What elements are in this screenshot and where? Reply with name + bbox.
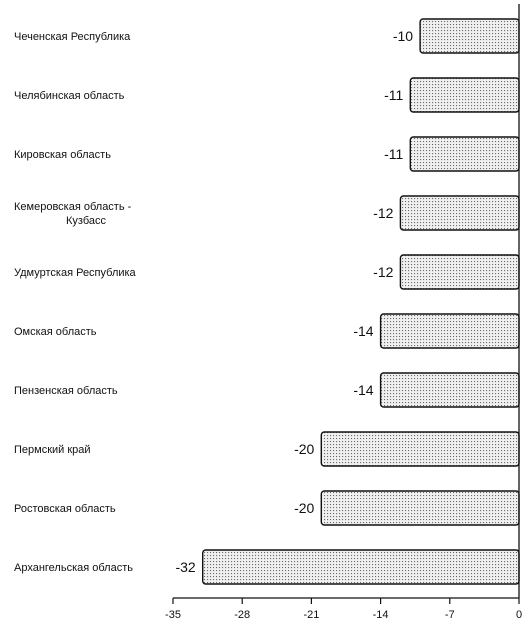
axes-group: -35 -28 -21 -14 -7 0 bbox=[165, 4, 522, 621]
data-label: -32 bbox=[175, 559, 195, 575]
x-tick-label: -7 bbox=[445, 609, 455, 621]
category-label: Кировская область bbox=[14, 149, 111, 161]
x-tick-label: 0 bbox=[516, 609, 522, 621]
data-label: -11 bbox=[384, 87, 403, 103]
bar bbox=[201, 549, 520, 585]
category-label: Омская область bbox=[14, 326, 97, 338]
category-label: Челябинская область bbox=[14, 90, 125, 102]
x-tick-label: -35 bbox=[165, 609, 181, 621]
bar bbox=[399, 254, 520, 290]
category-label-line: Удмуртская Республика bbox=[14, 267, 137, 279]
data-label: -12 bbox=[373, 264, 393, 280]
x-tick-label: -28 bbox=[234, 609, 250, 621]
x-tick-label: -21 bbox=[303, 609, 319, 621]
category-label: Пермский край bbox=[14, 444, 91, 456]
category-label: Чеченская Республика bbox=[14, 31, 131, 43]
category-label-line: Чеченская Республика bbox=[14, 31, 131, 43]
data-label: -12 bbox=[373, 205, 393, 221]
category-label: Кемеровская область - Кузбасс bbox=[14, 201, 132, 227]
category-labels-group: Чеченская Республика Челябинская область К… bbox=[14, 31, 137, 574]
category-label-line: Кемеровская область - bbox=[14, 201, 132, 213]
category-label-line: Ростовская область bbox=[14, 503, 116, 515]
category-label-line: Кировская область bbox=[14, 149, 111, 161]
bar bbox=[419, 18, 520, 54]
bar bbox=[409, 77, 520, 113]
category-label-line: Архангельская область bbox=[14, 562, 133, 574]
category-label: Ростовская область bbox=[14, 503, 116, 515]
bar bbox=[320, 490, 520, 526]
category-label-line: Кузбасс bbox=[66, 215, 106, 227]
category-label: Архангельская область bbox=[14, 562, 133, 574]
category-label-line: Челябинская область bbox=[14, 90, 125, 102]
data-label: -14 bbox=[353, 382, 373, 398]
data-label: -11 bbox=[384, 146, 403, 162]
data-label: -20 bbox=[294, 500, 314, 516]
bars-group bbox=[201, 18, 520, 585]
category-label-line: Пензенская область bbox=[14, 385, 118, 397]
category-label-line: Омская область bbox=[14, 326, 97, 338]
value-labels-group: -10 -11 -11 -12 -12 -14 -14 -20 -20 -32 bbox=[175, 28, 413, 575]
data-label: -10 bbox=[393, 28, 413, 44]
bar bbox=[399, 195, 520, 231]
bar bbox=[320, 431, 520, 467]
bar bbox=[379, 313, 520, 349]
category-label: Удмуртская Республика bbox=[14, 267, 137, 279]
category-label: Пензенская область bbox=[14, 385, 118, 397]
data-label: -14 bbox=[353, 323, 373, 339]
data-label: -20 bbox=[294, 441, 314, 457]
x-tick-label: -14 bbox=[373, 609, 389, 621]
category-label-line: Пермский край bbox=[14, 444, 91, 456]
bar bbox=[409, 136, 520, 172]
bar bbox=[379, 372, 520, 408]
